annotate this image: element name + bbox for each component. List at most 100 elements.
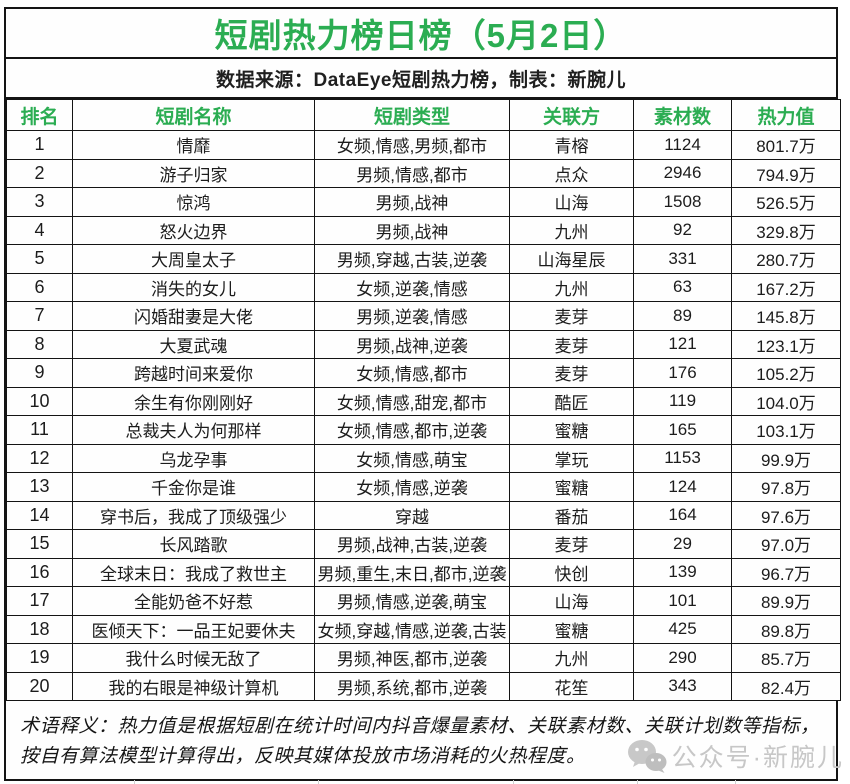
material-count-cell: 139 [633, 557, 732, 587]
rank-cell: 4 [6, 215, 73, 245]
material-count-cell: 165 [633, 415, 732, 445]
table-row: 4 怒火边界 男频,战神 九州 92 329.8万 [6, 215, 841, 245]
table-row: 8 大夏武魂 男频,战神,逆袭 麦芽 121 123.1万 [6, 329, 841, 359]
column-header-materials: 素材数 [633, 99, 732, 131]
rank-cell: 15 [6, 529, 73, 559]
material-count-cell: 343 [633, 671, 732, 701]
table-row: 12 乌龙孕事 女频,情感,萌宝 掌玩 1153 99.9万 [6, 443, 841, 473]
gridline-stub [134, 780, 135, 784]
column-header-rank: 排名 [6, 99, 73, 131]
data-source-note: 数据来源：DataEye短剧热力榜，制表：新腕儿 [6, 59, 836, 99]
heat-value-cell: 85.7万 [731, 643, 841, 673]
related-party-cell: 花笙 [509, 671, 634, 701]
gridline-stub [318, 780, 319, 784]
gridline-stub [735, 780, 736, 784]
material-count-cell: 331 [633, 244, 732, 274]
material-count-cell: 1508 [633, 187, 732, 217]
table-row: 19 我什么时候无敌了 男频,神医,都市,逆袭 九州 290 85.7万 [6, 643, 841, 673]
table-row: 16 全球末日：我成了救世主 男频,重生,末日,都市,逆袭 快创 139 96.… [6, 557, 841, 587]
drama-name-cell: 情靡 [72, 130, 315, 160]
material-count-cell: 101 [633, 586, 732, 616]
drama-name-cell: 大周皇太子 [72, 244, 315, 274]
table-row: 11 总裁夫人为何那样 女频,情感,都市,逆袭 蜜糖 165 103.1万 [6, 415, 841, 445]
related-party-cell: 麦芽 [509, 329, 634, 359]
column-header-name: 短剧名称 [72, 99, 315, 131]
drama-type-cell: 女频,情感,男频,都市 [314, 130, 510, 160]
table-row: 7 闪婚甜妻是大佬 男频,逆袭,情感 麦芽 89 145.8万 [6, 301, 841, 331]
related-party-cell: 山海 [509, 586, 634, 616]
material-count-cell: 164 [633, 500, 732, 530]
related-party-cell: 快创 [509, 557, 634, 587]
material-count-cell: 176 [633, 358, 732, 388]
heat-value-cell: 526.5万 [731, 187, 841, 217]
column-header-party: 关联方 [509, 99, 634, 131]
drama-type-cell: 男频,穿越,古装,逆袭 [314, 244, 510, 274]
drama-type-cell: 女频,逆袭,情感 [314, 272, 510, 302]
rank-cell: 18 [6, 614, 73, 644]
table-header-row: 排名 短剧名称 短剧类型 关联方 素材数 热力值 [6, 99, 841, 131]
drama-type-cell: 女频,穿越,情感,逆袭,古装 [314, 614, 510, 644]
material-count-cell: 2946 [633, 158, 732, 188]
related-party-cell: 掌玩 [509, 443, 634, 473]
heat-value-cell: 104.0万 [731, 386, 841, 416]
related-party-cell: 山海星辰 [509, 244, 634, 274]
drama-name-cell: 消失的女儿 [72, 272, 315, 302]
rank-cell: 10 [6, 386, 73, 416]
drama-type-cell: 男频,重生,末日,都市,逆袭 [314, 557, 510, 587]
heat-value-cell: 99.9万 [731, 443, 841, 473]
related-party-cell: 麦芽 [509, 301, 634, 331]
drama-type-cell: 男频,战神,逆袭 [314, 329, 510, 359]
drama-name-cell: 闪婚甜妻是大佬 [72, 301, 315, 331]
rank-cell: 8 [6, 329, 73, 359]
table-row: 14 穿书后，我成了顶级强少 穿越 番茄 164 97.6万 [6, 500, 841, 530]
heat-value-cell: 794.9万 [731, 158, 841, 188]
rank-cell: 12 [6, 443, 73, 473]
rank-cell: 19 [6, 643, 73, 673]
drama-type-cell: 女频,情感,逆袭 [314, 472, 510, 502]
rank-cell: 7 [6, 301, 73, 331]
table-row: 5 大周皇太子 男频,穿越,古装,逆袭 山海星辰 331 280.7万 [6, 244, 841, 274]
rank-cell: 20 [6, 671, 73, 701]
drama-type-cell: 男频,战神 [314, 187, 510, 217]
material-count-cell: 29 [633, 529, 732, 559]
drama-type-cell: 女频,情感,甜宠,都市 [314, 386, 510, 416]
material-count-cell: 121 [633, 329, 732, 359]
material-count-cell: 63 [633, 272, 732, 302]
related-party-cell: 青榕 [509, 130, 634, 160]
related-party-cell: 酷匠 [509, 386, 634, 416]
drama-name-cell: 穿书后，我成了顶级强少 [72, 500, 315, 530]
drama-type-cell: 男频,系统,都市,逆袭 [314, 671, 510, 701]
rank-cell: 6 [6, 272, 73, 302]
drama-type-cell: 男频,情感,逆袭,萌宝 [314, 586, 510, 616]
table-row: 1 情靡 女频,情感,男频,都市 青榕 1124 801.7万 [6, 130, 841, 160]
heat-value-cell: 329.8万 [731, 215, 841, 245]
drama-name-cell: 医倾天下：一品王妃要休夫 [72, 614, 315, 644]
table-row: 18 医倾天下：一品王妃要休夫 女频,穿越,情感,逆袭,古装 蜜糖 425 89… [6, 614, 841, 644]
drama-type-cell: 女频,情感,萌宝 [314, 443, 510, 473]
rank-cell: 14 [6, 500, 73, 530]
related-party-cell: 点众 [509, 158, 634, 188]
drama-name-cell: 全能奶爸不好惹 [72, 586, 315, 616]
related-party-cell: 山海 [509, 187, 634, 217]
rank-cell: 3 [6, 187, 73, 217]
heat-value-cell: 97.6万 [731, 500, 841, 530]
material-count-cell: 92 [633, 215, 732, 245]
heat-value-cell: 123.1万 [731, 329, 841, 359]
related-party-cell: 番茄 [509, 500, 634, 530]
drama-name-cell: 怒火边界 [72, 215, 315, 245]
drama-type-cell: 男频,战神 [314, 215, 510, 245]
heat-value-cell: 97.0万 [731, 529, 841, 559]
table-row: 3 惊鸿 男频,战神 山海 1508 526.5万 [6, 187, 841, 217]
rank-cell: 9 [6, 358, 73, 388]
rank-cell: 1 [6, 130, 73, 160]
material-count-cell: 89 [633, 301, 732, 331]
drama-name-cell: 余生有你刚刚好 [72, 386, 315, 416]
heat-value-cell: 167.2万 [731, 272, 841, 302]
related-party-cell: 九州 [509, 272, 634, 302]
drama-name-cell: 惊鸿 [72, 187, 315, 217]
drama-name-cell: 跨越时间来爱你 [72, 358, 315, 388]
heat-value-cell: 280.7万 [731, 244, 841, 274]
drama-name-cell: 乌龙孕事 [72, 443, 315, 473]
drama-name-cell: 长风踏歌 [72, 529, 315, 559]
drama-name-cell: 游子归家 [72, 158, 315, 188]
